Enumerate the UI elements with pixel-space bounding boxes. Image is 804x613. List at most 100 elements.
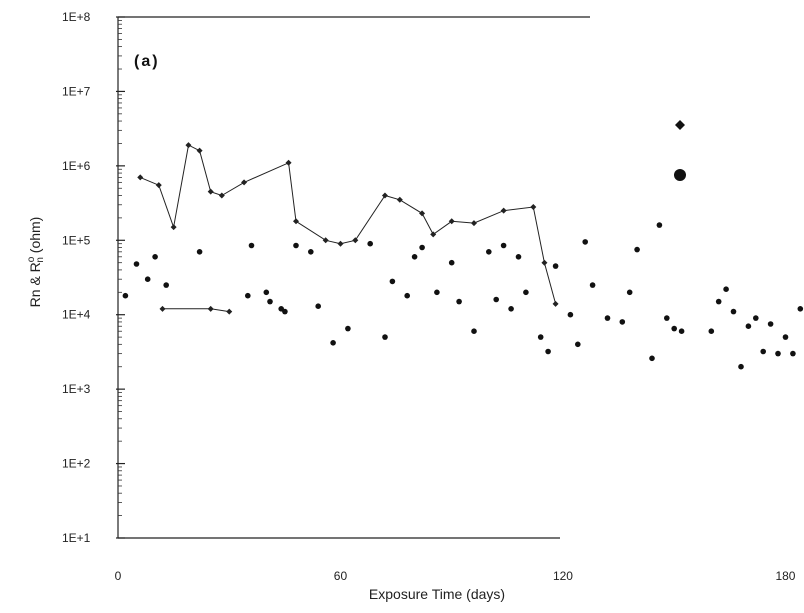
y-tick-label: 1E+4	[62, 308, 91, 322]
y-axis-title: Rn & Ron (ohm)	[26, 217, 46, 308]
circle-point	[730, 308, 737, 315]
diamond-point	[381, 192, 388, 199]
circle-point	[263, 289, 270, 296]
y-axis: 1E+1 1E+2 1E+3 1E+4 1E+5 1E+6 1E+7 1E+8	[62, 10, 125, 545]
x-axis-title: Exposure Time (days)	[369, 586, 505, 602]
circle-point	[330, 340, 336, 346]
circle-point	[493, 296, 500, 303]
circle-point	[634, 246, 640, 253]
circle-point	[456, 298, 462, 305]
circle-point	[367, 240, 374, 247]
circle-point	[411, 253, 418, 260]
circle-point	[523, 289, 529, 296]
circle-point	[626, 289, 633, 296]
circle-point	[775, 350, 781, 357]
circle-point	[500, 242, 507, 249]
circle-point	[545, 348, 551, 355]
circle-point	[345, 325, 351, 332]
circle-point	[282, 308, 288, 315]
y-tick-label: 1E+1	[62, 531, 91, 545]
diamond-point	[292, 218, 299, 225]
circle-point	[163, 282, 169, 288]
circle-point	[552, 263, 559, 269]
circle-point	[248, 242, 255, 249]
y-tick-label: 1E+2	[62, 457, 91, 471]
series-line	[162, 308, 230, 313]
diamond-point	[352, 237, 359, 244]
circle-point	[144, 276, 151, 283]
y-axis-title-main: Rn & R	[27, 262, 43, 307]
circle-point	[508, 306, 514, 312]
diamond-point	[241, 179, 248, 186]
circle-point	[760, 348, 766, 355]
circle-point	[589, 282, 596, 288]
reference-lines	[118, 16, 590, 539]
legend	[674, 120, 686, 181]
diamond-point	[552, 300, 559, 307]
circle-point	[434, 289, 440, 296]
circle-point	[515, 253, 522, 260]
circle-point	[738, 363, 744, 370]
x-tick-label: 60	[334, 569, 348, 583]
circle-point	[619, 319, 626, 325]
diamond-point	[185, 142, 192, 149]
circle-point	[471, 328, 477, 335]
x-tick-label: 120	[553, 569, 573, 583]
diamond-point	[396, 196, 403, 203]
circle-point	[753, 315, 759, 321]
circle-point	[133, 261, 140, 267]
circle-point	[782, 334, 789, 340]
circle-point	[448, 259, 455, 266]
circle-point	[404, 292, 411, 299]
circle-point	[389, 278, 396, 285]
y-tick-label: 1E+3	[62, 382, 91, 396]
circle-point	[715, 298, 722, 305]
circle-point	[767, 321, 774, 327]
diamond-point	[207, 305, 214, 312]
diamond-point	[541, 259, 548, 266]
legend-diamond-marker	[675, 120, 685, 130]
y-axis-title-sup: o	[26, 256, 37, 262]
series-line	[140, 144, 557, 304]
y-tick-label: 1E+8	[62, 10, 91, 24]
circle-point	[664, 315, 670, 321]
circle-point	[315, 303, 322, 310]
diamond-point	[196, 147, 203, 154]
circle-point	[656, 222, 663, 228]
diamond-point	[470, 220, 477, 227]
x-tick-label: 180	[775, 569, 795, 583]
diamond-point	[337, 240, 344, 247]
circle-point	[678, 328, 685, 335]
circle-point	[196, 249, 203, 255]
x-tick-label: 0	[115, 569, 122, 583]
circle-point	[649, 355, 655, 362]
y-axis-title-tail: (ohm)	[27, 217, 43, 257]
panel-label: (a)	[134, 53, 160, 70]
circle-point	[723, 286, 729, 293]
circle-point	[122, 292, 129, 299]
circle-point	[382, 334, 388, 340]
circle-point	[152, 253, 158, 260]
circle-point	[604, 315, 611, 321]
diamond-point	[226, 308, 233, 315]
circle-point	[797, 306, 804, 312]
legend-circle-marker	[674, 169, 686, 181]
diamond-point	[530, 204, 537, 211]
diamond-point	[137, 174, 144, 181]
diamond-point	[170, 224, 177, 231]
data-series	[122, 142, 804, 370]
y-tick-label: 1E+6	[62, 159, 91, 173]
diamond-point	[322, 237, 329, 244]
circle-point	[671, 325, 677, 332]
circle-point	[575, 341, 581, 348]
circle-point	[582, 239, 588, 245]
circle-point	[537, 334, 544, 340]
circle-point	[293, 242, 299, 249]
y-tick-label: 1E+5	[62, 233, 91, 247]
circle-point	[708, 328, 715, 335]
circle-point	[486, 249, 492, 255]
diamond-point	[218, 192, 225, 199]
diamond-point	[159, 305, 166, 312]
circle-point	[567, 311, 574, 318]
